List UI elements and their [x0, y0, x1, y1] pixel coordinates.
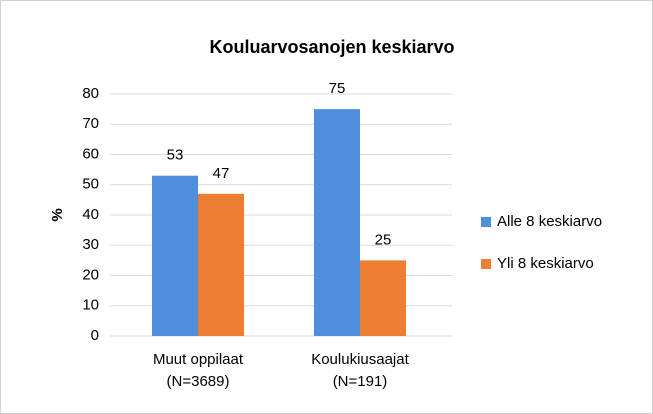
- data-label: 75: [329, 80, 346, 97]
- y-tick-label: 40: [82, 206, 99, 223]
- legend-label: Yli 8 keskiarvo: [497, 255, 594, 272]
- y-tick-label: 70: [82, 115, 99, 132]
- bar: [314, 109, 360, 336]
- legend-swatch: [481, 259, 491, 269]
- bar: [198, 193, 244, 336]
- y-tick-label: 80: [82, 85, 99, 102]
- data-label: 47: [213, 165, 230, 182]
- legend-label: Alle 8 keskiarvo: [497, 213, 602, 230]
- y-tick-label: 60: [82, 145, 99, 162]
- y-tick-label: 30: [82, 236, 99, 253]
- y-tick-label: 20: [82, 266, 99, 283]
- x-tick-label: (N=3689): [167, 373, 230, 390]
- y-tick-label: 0: [91, 327, 99, 344]
- x-tick-label: (N=191): [333, 373, 388, 390]
- y-tick-label: 50: [82, 176, 99, 193]
- bar: [152, 175, 198, 336]
- data-label: 25: [375, 231, 392, 248]
- data-label: 53: [167, 147, 184, 164]
- bar: [360, 260, 406, 336]
- x-tick-label: Muut oppilaat: [153, 351, 244, 368]
- y-axis-label: %: [49, 208, 66, 221]
- legend-swatch: [481, 217, 491, 227]
- chart-title: Kouluarvosanojen keskiarvo: [209, 37, 454, 57]
- y-tick-label: 10: [82, 297, 99, 314]
- x-tick-label: Koulukiusaajat: [311, 351, 409, 368]
